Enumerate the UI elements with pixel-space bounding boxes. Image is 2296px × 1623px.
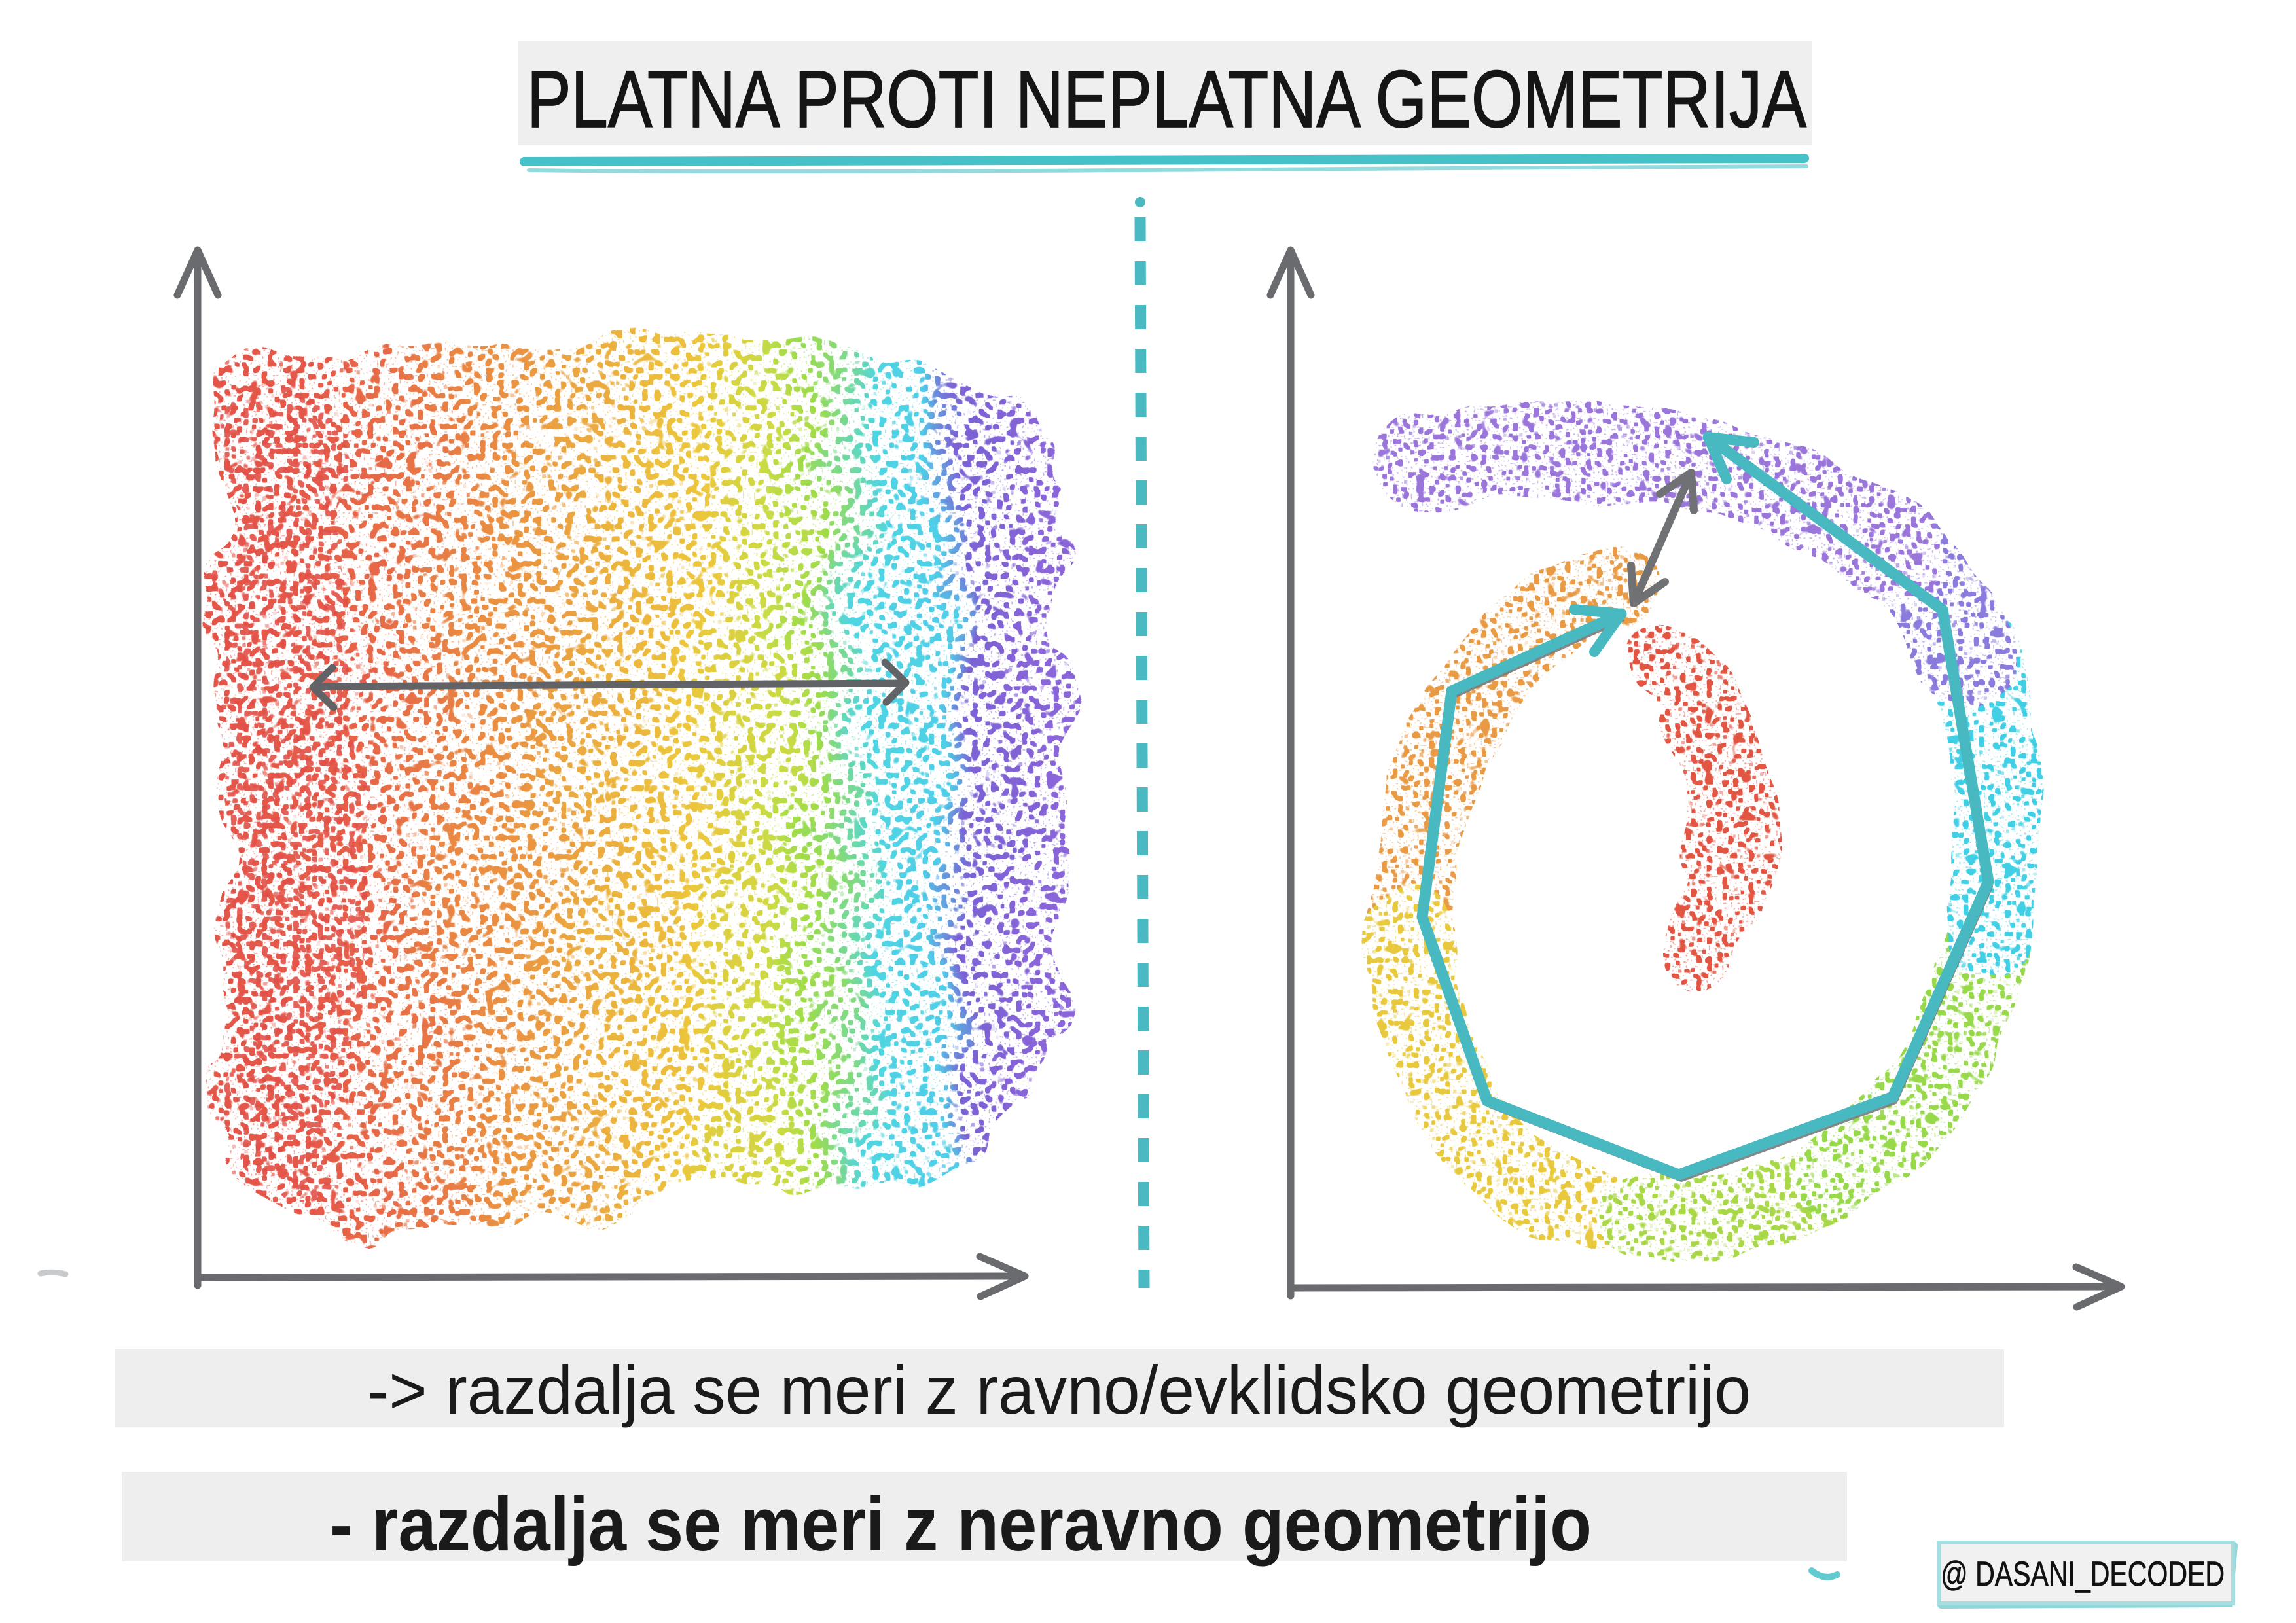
svg-text:- razdalja se meri z neravno g: - razdalja se meri z neravno geometrijo bbox=[330, 1482, 1592, 1567]
svg-text:PLATNA PROTI NEPLATNA GEOMETRI: PLATNA PROTI NEPLATNA GEOMETRIJA bbox=[527, 55, 1806, 145]
svg-text:-> razdalja se meri z ravno/ev: -> razdalja se meri z ravno/evklidsko ge… bbox=[367, 1353, 1751, 1429]
svg-text:@ DASANI_DECODED: @ DASANI_DECODED bbox=[1941, 1555, 2225, 1594]
